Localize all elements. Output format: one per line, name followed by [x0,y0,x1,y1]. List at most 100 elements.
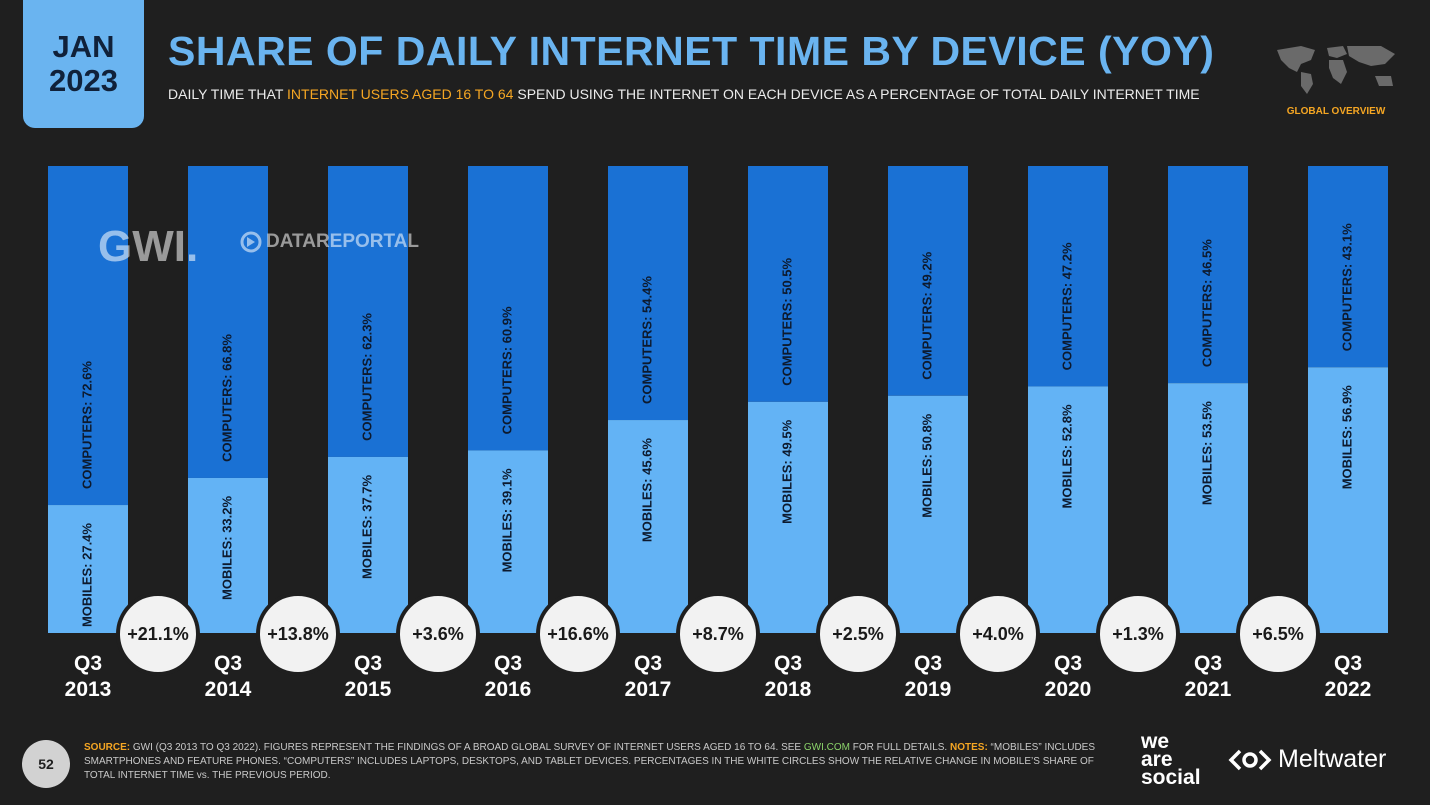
bar-computers [328,166,408,457]
data-label-computers: COMPUTERS: 47.2% [1059,242,1074,370]
bar-computers [888,166,968,396]
source-text: GWI (Q3 2013 TO Q3 2022). FIGURES REPRES… [130,742,804,753]
x-tick-label: Q3 [1334,652,1362,675]
x-tick-label: Q3 [494,652,522,675]
subtitle-pre: DAILY TIME THAT [168,86,288,102]
x-tick-label: 2014 [205,678,252,701]
x-tick-label: Q3 [774,652,802,675]
data-label-computers: COMPUTERS: 54.4% [639,276,654,404]
data-label-mobiles: MOBILES: 49.5% [779,419,794,523]
bar-computers [468,166,548,451]
data-label-mobiles: MOBILES: 50.8% [919,413,934,517]
change-label: +3.6% [412,624,464,644]
date-badge: JAN 2023 [23,0,144,128]
change-label: +1.3% [1112,624,1164,644]
data-label-computers: COMPUTERS: 49.2% [919,251,934,379]
world-map-icon [1277,46,1395,94]
data-label-mobiles: MOBILES: 53.5% [1199,401,1214,505]
date-badge-month: JAN [52,29,115,64]
brand-line-2: are [1141,748,1173,771]
bar-mobiles [1028,386,1108,633]
x-tick-label: 2019 [905,678,952,701]
page-number: 52 [22,740,70,788]
datareportal-logo-icon [240,231,262,253]
data-label-computers: COMPUTERS: 72.6% [79,361,94,489]
meltwater-logo: Meltwater [1228,745,1386,774]
data-label-computers: COMPUTERS: 60.9% [499,306,514,434]
change-circle [116,592,200,676]
bar-mobiles [48,505,128,633]
change-circle [816,592,900,676]
data-label-computers: COMPUTERS: 62.3% [359,313,374,441]
x-tick-label: 2020 [1045,678,1092,701]
source-link[interactable]: GWI.COM [803,742,850,753]
notes-text: “MOBILES” INCLUDES SMARTPHONES AND FEATU… [84,742,1096,781]
subtitle-post: SPEND USING THE INTERNET ON EACH DEVICE … [513,86,1200,102]
bar-mobiles [1168,383,1248,633]
subtitle-highlight: INTERNET USERS AGED 16 TO 64 [287,86,514,102]
datareportal-text: DATAREPORTAL [266,231,420,252]
data-label-computers: COMPUTERS: 43.1% [1339,223,1354,351]
data-label-computers: COMPUTERS: 50.5% [779,257,794,385]
x-tick-label: Q3 [914,652,942,675]
bar-computers [48,166,128,506]
gwi-watermark: GWI. [98,222,199,271]
change-label: +21.1% [127,624,189,644]
bar-computers [188,166,268,478]
bar-computers [1168,166,1248,384]
we-are-social-logo: we are social [1141,730,1201,789]
change-circle [1236,592,1320,676]
change-circle [536,592,620,676]
bar-mobiles [748,401,828,633]
x-tick-label: 2017 [625,678,672,701]
change-label: +4.0% [972,624,1024,644]
change-circle [256,592,340,676]
change-label: +2.5% [832,624,884,644]
source-label: SOURCE: [84,742,131,753]
change-label: +8.7% [692,624,744,644]
data-label-mobiles: MOBILES: 33.2% [219,496,234,600]
x-tick-label: 2021 [1185,678,1232,701]
x-tick-label: 2015 [345,678,392,701]
x-tick-label: 2016 [485,678,532,701]
change-label: +13.8% [267,624,329,644]
x-tick-label: Q3 [1054,652,1082,675]
source-tail: FOR FULL DETAILS. [849,742,950,753]
change-circle [956,592,1040,676]
data-label-mobiles: MOBILES: 37.7% [359,474,374,578]
change-label: +16.6% [547,624,609,644]
data-label-mobiles: MOBILES: 52.8% [1059,404,1074,508]
meltwater-logo-icon [1228,749,1272,770]
data-label-mobiles: MOBILES: 39.1% [499,468,514,572]
data-label-computers: COMPUTERS: 46.5% [1199,239,1214,367]
bar-computers [748,166,828,402]
data-label-mobiles: MOBILES: 27.4% [79,523,94,627]
bar-computers [1308,166,1388,368]
data-label-computers: COMPUTERS: 66.8% [219,334,234,462]
data-label-mobiles: MOBILES: 45.6% [639,438,654,542]
bar-mobiles [1308,367,1388,633]
x-tick-label: 2013 [65,678,112,701]
x-tick-label: 2022 [1325,678,1372,701]
x-tick-label: Q3 [634,652,662,675]
brand-line-3: social [1141,766,1201,789]
page-title: SHARE OF DAILY INTERNET TIME BY DEVICE (… [168,28,1215,74]
meltwater-text: Meltwater [1278,745,1387,773]
change-circle [676,592,760,676]
page-subtitle: DAILY TIME THAT INTERNET USERS AGED 16 T… [168,86,1200,102]
datareportal-watermark: DATAREPORTAL [240,231,419,253]
region-label: GLOBAL OVERVIEW [1286,106,1386,117]
change-circle [1096,592,1180,676]
bar-mobiles [608,420,688,633]
x-tick-label: Q3 [214,652,242,675]
bar-mobiles [188,477,268,633]
bar-computers [608,166,688,421]
bar-mobiles [888,395,968,633]
bar-mobiles [328,456,408,633]
x-tick-label: Q3 [74,652,102,675]
date-badge-year: 2023 [49,63,118,98]
brand-line-1: we [1141,730,1170,753]
bar-mobiles [468,450,548,633]
notes-label: NOTES: [950,742,988,753]
